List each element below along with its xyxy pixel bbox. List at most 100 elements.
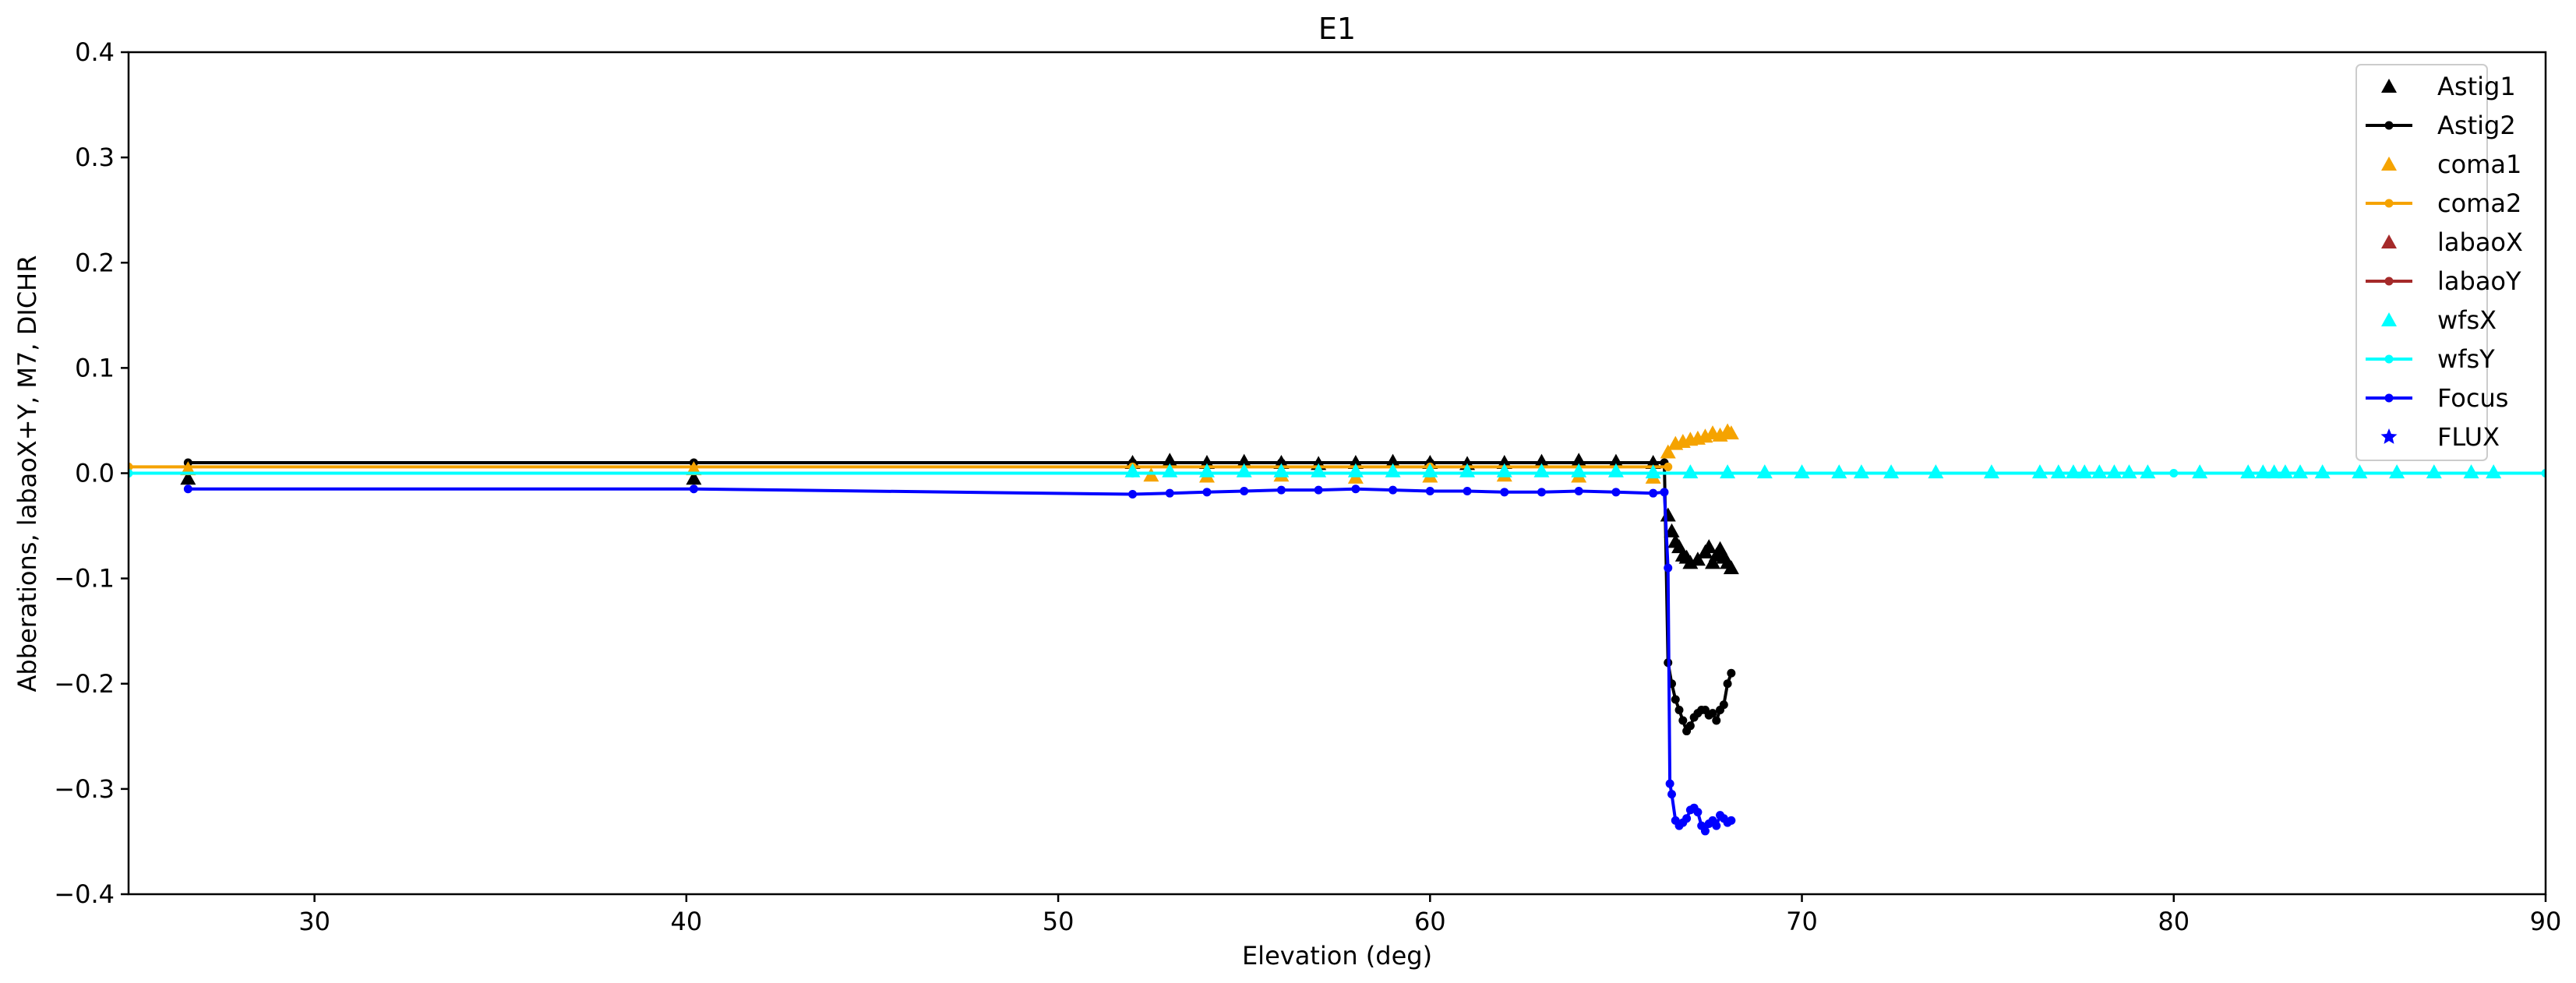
data-point-focus bbox=[1165, 488, 1174, 498]
x-axis-title: Elevation (deg) bbox=[1242, 941, 1432, 971]
series-wfsy bbox=[129, 469, 2546, 477]
data-point-focus bbox=[1700, 826, 1710, 836]
data-point-focus bbox=[1667, 790, 1677, 799]
data-point-wfsx bbox=[2426, 464, 2442, 479]
data-point-coma1 bbox=[1723, 425, 1739, 440]
data-point-wfsx bbox=[2050, 464, 2066, 479]
data-point-wfsx bbox=[2463, 464, 2479, 479]
x-tick-label: 90 bbox=[2530, 907, 2562, 936]
data-point-wfsy bbox=[2169, 469, 2179, 477]
legend-label-labaox: labaoX bbox=[2437, 227, 2523, 257]
data-point-wfsx bbox=[1831, 464, 1847, 479]
data-point-wfsx bbox=[2277, 464, 2293, 479]
data-point-focus bbox=[1660, 488, 1669, 497]
data-point-wfsx bbox=[2389, 464, 2405, 479]
data-point-focus bbox=[1649, 488, 1658, 498]
data-point-wfsx bbox=[2486, 464, 2502, 479]
data-point-focus bbox=[1682, 814, 1692, 823]
data-point-focus bbox=[1537, 488, 1546, 497]
y-tick-label: −0.4 bbox=[54, 879, 115, 909]
data-point-astig2 bbox=[1685, 721, 1695, 731]
data-point-wfsx bbox=[1883, 464, 1900, 479]
data-point-astig2 bbox=[1719, 700, 1728, 710]
data-point-focus bbox=[1351, 484, 1360, 494]
legend-marker-flux bbox=[2380, 428, 2398, 444]
data-point-wfsy bbox=[129, 469, 133, 477]
data-point-astig1 bbox=[686, 470, 702, 485]
x-tick-label: 40 bbox=[670, 907, 702, 936]
legend-marker-wfsy bbox=[2384, 354, 2394, 364]
legend-label-astig2: Astig2 bbox=[2437, 111, 2516, 140]
y-tick-label: 0.2 bbox=[75, 248, 115, 277]
data-point-wfsx bbox=[1720, 464, 1736, 479]
data-point-astig1 bbox=[1723, 560, 1739, 575]
legend-label-coma2: coma2 bbox=[2437, 188, 2521, 218]
legend-label-coma1: coma1 bbox=[2437, 150, 2521, 179]
data-point-wfsy bbox=[1798, 469, 1807, 477]
data-point-astig2 bbox=[1678, 716, 1688, 725]
legend-marker-labaoy bbox=[2384, 277, 2394, 286]
data-point-wfsx bbox=[2106, 464, 2123, 479]
y-tick-label: −0.3 bbox=[54, 774, 115, 804]
y-tick-label: −0.2 bbox=[54, 669, 115, 699]
data-point-astig2 bbox=[1727, 668, 1736, 678]
data-point-wfsx bbox=[2240, 464, 2257, 479]
data-point-focus bbox=[1500, 488, 1509, 497]
data-point-astig2 bbox=[1712, 716, 1721, 725]
legend-label-labaoy: labaoY bbox=[2437, 266, 2521, 296]
y-tick-label: 0.1 bbox=[75, 353, 115, 382]
data-point-astig2 bbox=[1276, 458, 1286, 467]
data-point-astig2 bbox=[1674, 706, 1684, 715]
data-point-wfsx bbox=[2065, 464, 2081, 479]
chart-title: E1 bbox=[1318, 12, 1356, 46]
y-tick-label: 0.3 bbox=[75, 143, 115, 172]
data-point-focus bbox=[1693, 808, 1703, 817]
legend-label-wfsx: wfsX bbox=[2437, 305, 2497, 335]
data-point-wfsx bbox=[2077, 464, 2093, 479]
data-point-astig1 bbox=[1705, 555, 1721, 569]
data-point-astig1 bbox=[1385, 453, 1401, 468]
data-point-coma2 bbox=[1664, 462, 1673, 471]
data-point-wfsy bbox=[1425, 469, 1434, 477]
legend: Astig1 Astig2 coma1 coma2 labaoX labaoY wfsX wf… bbox=[2355, 64, 2523, 461]
y-tick-label: −0.1 bbox=[54, 564, 115, 594]
legend-marker-focus bbox=[2384, 393, 2394, 403]
legend-marker-astig1 bbox=[2381, 79, 2397, 93]
data-point-wfsx bbox=[2266, 464, 2282, 479]
data-point-wfsx bbox=[2031, 464, 2048, 479]
data-point-coma1 bbox=[1712, 427, 1728, 442]
data-point-wfsy bbox=[2541, 469, 2546, 477]
legend-label-wfsy: wfsY bbox=[2437, 344, 2495, 374]
data-point-wfsx bbox=[2314, 464, 2331, 479]
legend-marker-astig2 bbox=[2384, 121, 2394, 130]
legend-marker-labaox bbox=[2381, 234, 2397, 248]
data-point-wfsx bbox=[2292, 464, 2309, 479]
x-tick-label: 50 bbox=[1043, 907, 1075, 936]
data-point-focus bbox=[1665, 779, 1674, 788]
data-point-wfsx bbox=[1928, 464, 1944, 479]
data-point-wfsx bbox=[2192, 464, 2208, 479]
data-point-focus bbox=[1574, 486, 1583, 495]
data-point-astig2 bbox=[1574, 458, 1583, 467]
data-point-focus bbox=[689, 484, 698, 494]
data-point-wfsx bbox=[1756, 464, 1773, 479]
y-tick-label: 0.4 bbox=[75, 37, 115, 67]
data-point-wfsx bbox=[2091, 464, 2108, 479]
data-point-astig2 bbox=[1723, 679, 1732, 689]
data-point-focus bbox=[1389, 485, 1398, 495]
data-point-focus bbox=[1463, 486, 1472, 495]
x-tick-label: 70 bbox=[1786, 907, 1818, 936]
legend-label-flux: FLUX bbox=[2437, 422, 2500, 452]
series-coma1 bbox=[180, 423, 1739, 484]
data-point-focus bbox=[1240, 486, 1249, 495]
data-point-wfsx bbox=[1983, 464, 1999, 479]
data-point-astig1 bbox=[1701, 539, 1717, 554]
data-point-focus bbox=[1664, 563, 1673, 573]
data-point-astig1 bbox=[1533, 453, 1550, 468]
data-point-astig1 bbox=[180, 470, 196, 485]
legend-label-astig1: Astig1 bbox=[2437, 72, 2516, 101]
legend-label-focus: Focus bbox=[2437, 383, 2508, 413]
data-point-astig2 bbox=[1671, 695, 1680, 704]
data-point-wfsx bbox=[1853, 464, 1869, 479]
